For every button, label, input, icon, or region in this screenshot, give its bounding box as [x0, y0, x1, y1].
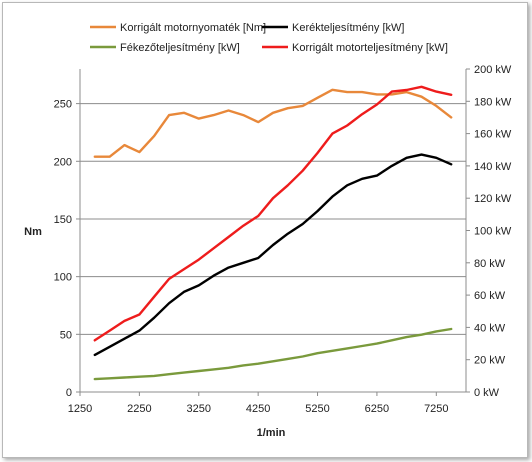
y-tick-label: 100 [54, 272, 72, 284]
legend: Korrigált motornyomaték [Nm] Kerékteljesí… [90, 22, 448, 54]
y-tick-label: 0 [66, 387, 72, 399]
x-axis-title: 1/min [257, 427, 286, 439]
legend-label: Korrigált motornyomaték [Nm] [120, 22, 266, 34]
series-line-2 [93, 153, 453, 357]
y-axis-title: Nm [24, 226, 42, 238]
axes: 0 50 100 150 200 250 0 kW 20 kW 40 kW 60 kW 80 kW 1… [54, 64, 512, 415]
y-tick-label: 250 [54, 99, 72, 111]
y-tick-label: 50 [60, 329, 72, 341]
x-tick-label: 2250 [127, 403, 151, 415]
y2-tick-label: 160 kW [474, 129, 512, 141]
series-lines [93, 85, 453, 381]
legend-label: Korrigált motorteljesítmény [kW] [292, 42, 448, 54]
y2-tick-label: 60 kW [474, 290, 506, 302]
y2-tick-label: 140 kW [474, 161, 512, 173]
chart-frame [2, 2, 528, 458]
legend-item: Kerékteljesítmény [kW] [262, 22, 404, 34]
legend-item: Korrigált motorteljesítmény [kW] [262, 42, 448, 54]
y-tick-label: 200 [54, 156, 72, 168]
x-tick-label: 7250 [424, 403, 448, 415]
y2-tick-label: 0 kW [474, 387, 500, 399]
series-line-4 [93, 85, 453, 342]
grid-lines [80, 103, 466, 393]
legend-label: Fékezőteljesítmény [kW] [120, 42, 240, 54]
x-tick-label: 6250 [365, 403, 389, 415]
legend-label: Kerékteljesítmény [kW] [292, 22, 404, 34]
y2-tick-label: 200 kW [474, 64, 512, 76]
legend-item: Fékezőteljesítmény [kW] [90, 42, 240, 54]
y2-tick-label: 80 kW [474, 258, 506, 270]
y2-tick-label: 100 kW [474, 226, 512, 238]
x-tick-label: 1250 [68, 403, 92, 415]
x-tick-label: 3250 [187, 403, 211, 415]
y-tick-label: 150 [54, 214, 72, 226]
y2-tick-label: 120 kW [474, 193, 512, 205]
legend-item: Korrigált motornyomaték [Nm] [90, 22, 266, 34]
series-line-1 [93, 88, 453, 158]
y2-tick-label: 20 kW [474, 355, 506, 367]
y2-tick-label: 40 kW [474, 322, 506, 334]
y2-tick-label: 180 kW [474, 96, 512, 108]
series-line-3 [93, 327, 453, 381]
x-tick-label: 5250 [305, 403, 329, 415]
x-tick-label: 4250 [246, 403, 270, 415]
